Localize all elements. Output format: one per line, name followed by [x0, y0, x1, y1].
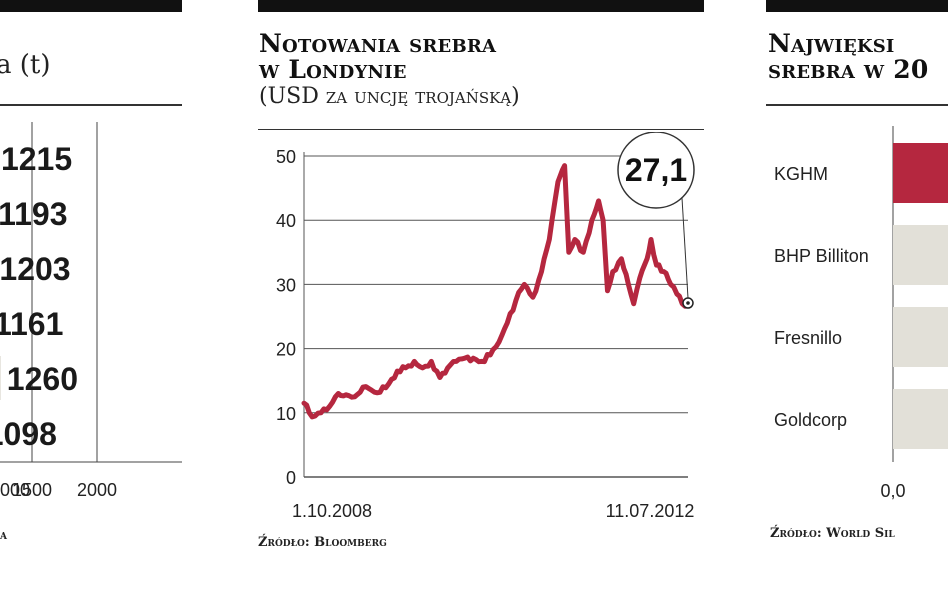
- right-x-tick-label: 0,0: [880, 481, 905, 501]
- y-tick-label: 40: [276, 211, 296, 231]
- right-bar: [893, 225, 948, 285]
- silver-price-line-chart: 0 10 20 30 40 50 1.10.2008 11.07.2012 27,1: [276, 132, 695, 521]
- left-bar-value: 1215: [1, 141, 72, 177]
- right-category-label: BHP Billiton: [774, 246, 869, 266]
- left-bar-value: 1203: [0, 251, 71, 287]
- left-bar-value: 1260: [7, 361, 78, 397]
- x-tick-label: 11.07.2012: [606, 501, 695, 521]
- left-bar: [0, 356, 1, 400]
- y-tick-label: 30: [276, 275, 296, 295]
- right-category-label: KGHM: [774, 164, 828, 184]
- middle-title-rule: [258, 129, 704, 130]
- left-title-rule: [0, 104, 182, 106]
- right-bar: [893, 389, 948, 449]
- last-price-callout-value: 27,1: [625, 152, 687, 188]
- left-source-fragment: a: [0, 528, 7, 543]
- left-top-bar: [0, 0, 182, 12]
- left-bar-value: 1098: [0, 416, 57, 452]
- right-bar-chart: KGHM BHP Billiton Fresnillo Goldcorp 0,0: [774, 126, 948, 501]
- x-tick-label: 1.10.2008: [292, 501, 372, 521]
- right-category-label: Goldcorp: [774, 410, 847, 430]
- y-tick-label: 20: [276, 340, 296, 360]
- right-top-bar: [766, 0, 948, 12]
- middle-top-bar: [258, 0, 704, 12]
- right-source: Źródło: World Sil: [770, 526, 895, 541]
- middle-subtitle: (USD za uncję trojańską): [259, 84, 520, 109]
- right-bar: [893, 307, 948, 367]
- right-category-label: Fresnillo: [774, 328, 842, 348]
- left-bar-value: 1193: [0, 196, 68, 232]
- right-title-line1: Najwięksi: [768, 29, 895, 58]
- last-price-callout-circle: [617, 132, 695, 209]
- middle-title-line2: w Londynie: [259, 55, 407, 84]
- middle-source: Źródło: Bloomberg: [258, 535, 387, 550]
- y-tick-label: 50: [276, 147, 296, 167]
- right-title-line2: srebra w 20: [768, 55, 929, 84]
- left-title-fragment: a (t): [0, 50, 51, 80]
- callout-pointer-line: [681, 197, 689, 299]
- y-tick-label: 0: [286, 468, 296, 488]
- left-x-tick-label: 2000: [77, 480, 117, 500]
- left-x-tick-label: 000: [0, 480, 30, 500]
- right-title-rule: [766, 104, 948, 106]
- left-bar-value: 1161: [0, 306, 63, 342]
- silver-price-series-line: [301, 163, 691, 420]
- last-price-marker-dot: [686, 301, 690, 305]
- left-x-tick-label: 1500: [12, 480, 52, 500]
- y-tick-label: 10: [276, 404, 296, 424]
- middle-title-line1: Notowania srebra: [259, 29, 497, 58]
- right-bar: [893, 143, 948, 203]
